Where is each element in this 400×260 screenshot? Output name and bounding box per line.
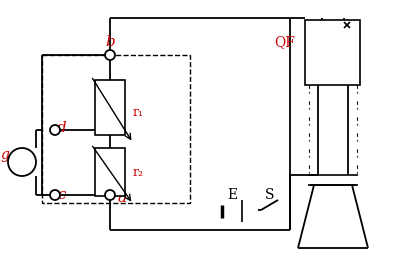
Text: E: E <box>227 188 237 202</box>
Text: g: g <box>0 148 10 162</box>
Bar <box>95 80 125 135</box>
Text: r₁: r₁ <box>132 106 144 119</box>
Bar <box>305 20 360 85</box>
Circle shape <box>105 50 115 60</box>
Text: r₂: r₂ <box>132 166 144 179</box>
Circle shape <box>8 148 36 176</box>
Text: b: b <box>105 35 115 49</box>
Bar <box>42 55 190 203</box>
Circle shape <box>50 190 60 200</box>
Text: a: a <box>118 191 126 205</box>
Circle shape <box>50 125 60 135</box>
Text: QF: QF <box>274 35 296 49</box>
Text: S: S <box>265 188 275 202</box>
Text: d: d <box>57 121 67 135</box>
Text: c: c <box>58 188 66 202</box>
Circle shape <box>105 190 115 200</box>
Bar <box>95 148 125 196</box>
